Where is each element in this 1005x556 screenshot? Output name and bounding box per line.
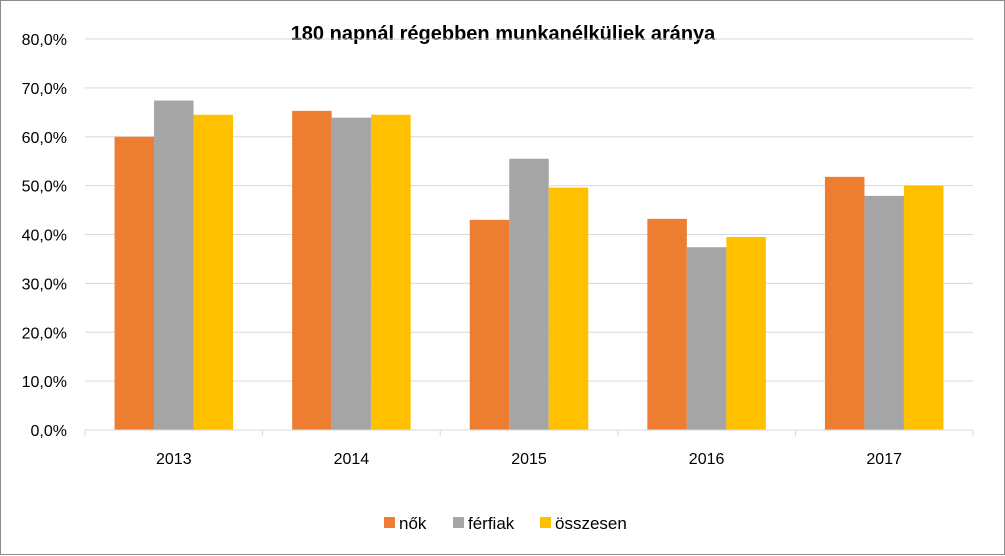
legend-label: összesen xyxy=(555,514,627,533)
bar xyxy=(509,158,549,430)
x-axis-ticks: 2013 2014 2015 2016 2017 xyxy=(156,451,902,468)
legend-swatch xyxy=(540,517,551,528)
x-tick-label: 2014 xyxy=(334,451,370,468)
bar xyxy=(903,185,944,430)
legend-label: férfiak xyxy=(468,514,515,533)
y-tick-label: 50,0% xyxy=(22,179,67,196)
bar xyxy=(686,247,727,430)
x-tick-label: 2013 xyxy=(156,451,192,468)
bar xyxy=(647,218,687,430)
y-tick-label: 0,0% xyxy=(31,423,67,440)
bar xyxy=(292,110,332,430)
bar xyxy=(371,114,411,430)
bar xyxy=(154,100,194,431)
x-tick-label: 2015 xyxy=(511,451,547,468)
bars xyxy=(114,100,944,431)
y-tick-label: 10,0% xyxy=(22,374,67,391)
y-tick-label: 20,0% xyxy=(22,325,67,342)
bar xyxy=(548,187,589,430)
y-tick-label: 60,0% xyxy=(22,130,67,147)
legend-swatch xyxy=(384,517,395,528)
bar xyxy=(864,195,904,430)
legend: nők férfiak összesen xyxy=(384,514,627,533)
y-tick-label: 80,0% xyxy=(22,32,67,49)
chart-title: 180 napnál régebben munkanélküliek arány… xyxy=(291,23,716,45)
y-axis-ticks: 0,0% 10,0% 20,0% 30,0% 40,0% 50,0% 60,0% 70,0% 8… xyxy=(22,32,67,440)
x-axis xyxy=(84,429,974,436)
legend-label: nők xyxy=(399,514,427,533)
y-tick-label: 70,0% xyxy=(22,81,67,98)
x-tick-label: 2017 xyxy=(866,451,902,468)
bar xyxy=(726,236,766,430)
y-tick-label: 30,0% xyxy=(22,276,67,293)
bar xyxy=(469,219,510,430)
bar xyxy=(114,136,155,430)
legend-swatch xyxy=(453,517,464,528)
bar xyxy=(193,114,234,430)
bar xyxy=(331,117,372,430)
y-tick-label: 40,0% xyxy=(22,228,67,245)
x-tick-label: 2016 xyxy=(689,451,725,468)
bar xyxy=(824,176,865,430)
